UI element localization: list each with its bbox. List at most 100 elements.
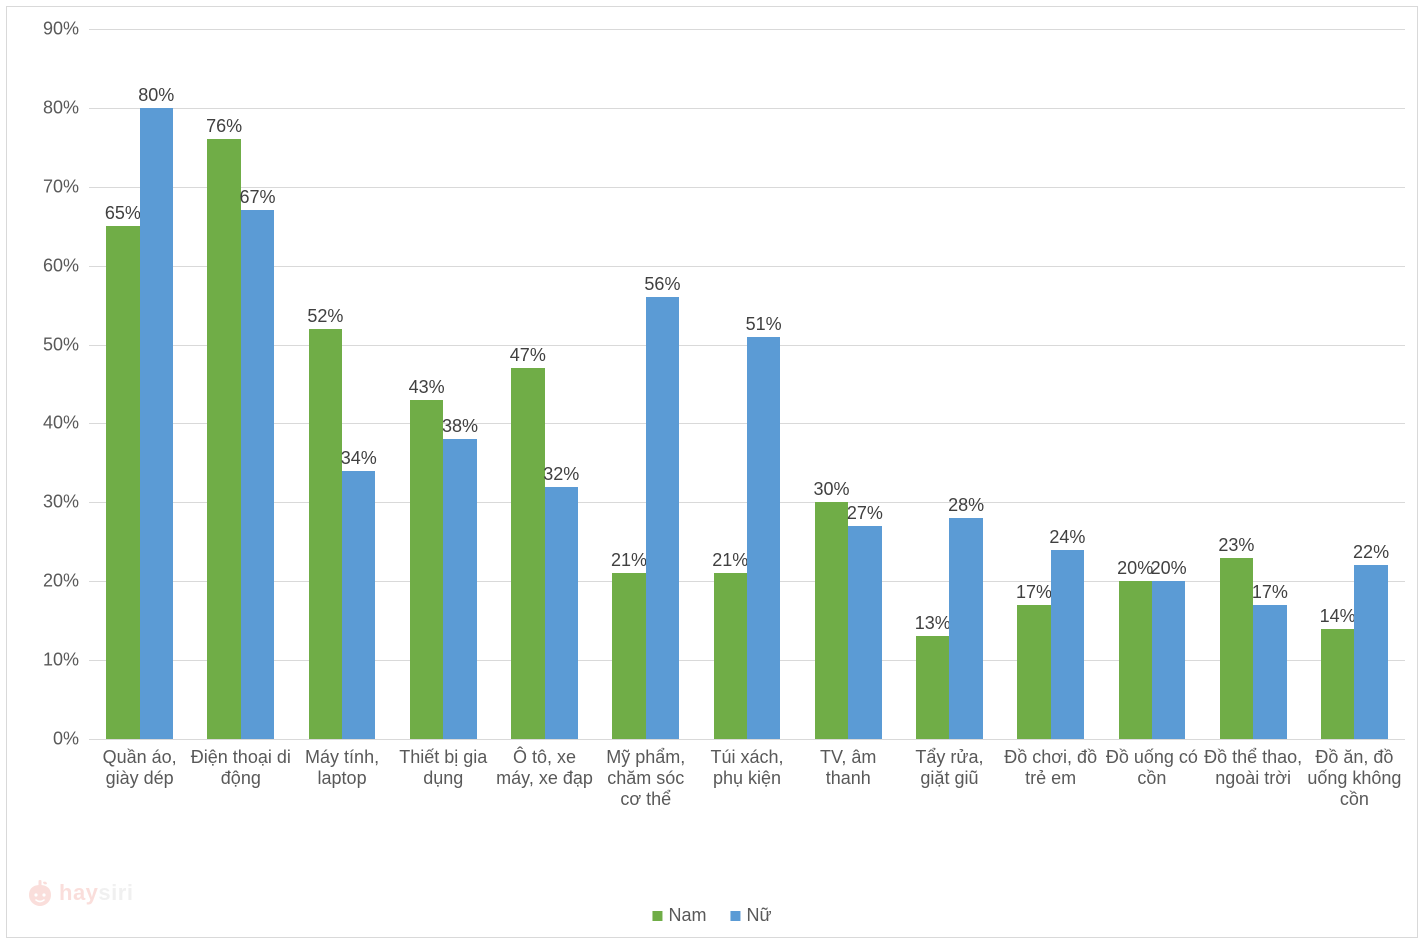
bar-value-label: 17% [1016,582,1052,603]
legend-swatch [730,911,740,921]
bar-value-label: 67% [240,187,276,208]
y-tick-label: 20% [43,571,89,592]
plot-area: 0%10%20%30%40%50%60%70%80%90%65%80%Quần … [89,29,1405,739]
y-tick-label: 40% [43,413,89,434]
bar-value-label: 24% [1049,527,1085,548]
y-tick-label: 60% [43,255,89,276]
bar-value-label: 30% [813,479,849,500]
watermark: haysiri [25,879,133,907]
bar-group: 43%38%Thiết bị gia dụng [393,29,494,739]
bar-value-label: 14% [1320,606,1356,627]
x-tick-label: TV, âm thanh [798,739,899,789]
bar-value-label: 23% [1218,535,1254,556]
y-tick-label: 70% [43,176,89,197]
bar: 47% [511,368,544,739]
bar: 65% [106,226,139,739]
apple-icon [25,879,55,907]
bar: 51% [747,337,780,739]
bar-value-label: 76% [206,116,242,137]
bar-value-label: 21% [712,550,748,571]
bar: 24% [1051,550,1084,739]
bar-value-label: 38% [442,416,478,437]
bar-group: 23%17%Đồ thể thao, ngoài trời [1203,29,1304,739]
bar-group: 20%20%Đồ uống có cồn [1101,29,1202,739]
bar-group: 47%32%Ô tô, xe máy, xe đạp [494,29,595,739]
bar: 20% [1152,581,1185,739]
x-tick-label: Máy tính, laptop [291,739,392,789]
x-tick-label: Mỹ phẩm, chăm sóc cơ thể [595,739,696,810]
x-tick-label: Ô tô, xe máy, xe đạp [494,739,595,789]
bar: 76% [207,139,240,739]
bar: 52% [309,329,342,739]
bar: 28% [949,518,982,739]
bar-value-label: 28% [948,495,984,516]
bar-value-label: 47% [510,345,546,366]
bar-group: 65%80%Quần áo, giày dép [89,29,190,739]
y-tick-label: 10% [43,650,89,671]
bar-value-label: 27% [847,503,883,524]
bar-value-label: 56% [644,274,680,295]
chart-frame: 0%10%20%30%40%50%60%70%80%90%65%80%Quần … [6,6,1418,938]
legend-label: Nam [668,905,706,926]
x-tick-label: Đồ thể thao, ngoài trời [1203,739,1304,789]
bar: 56% [646,297,679,739]
bar: 38% [443,439,476,739]
bar-group: 52%34%Máy tính, laptop [291,29,392,739]
watermark-text-left: hay [59,880,98,906]
bar: 80% [140,108,173,739]
bar-value-label: 22% [1353,542,1389,563]
x-tick-label: Đồ ăn, đồ uống không cồn [1304,739,1405,810]
bar-group: 13%28%Tẩy rửa, giặt giũ [899,29,1000,739]
bar: 34% [342,471,375,739]
bar-value-label: 32% [543,464,579,485]
bar: 20% [1119,581,1152,739]
bar: 17% [1253,605,1286,739]
legend-item: Nam [652,905,706,926]
bar-group: 30%27%TV, âm thanh [798,29,899,739]
y-tick-label: 0% [53,729,89,750]
x-tick-label: Điện thoại di động [190,739,291,789]
bar-value-label: 20% [1151,558,1187,579]
x-tick-label: Tẩy rửa, giặt giũ [899,739,1000,789]
bar-value-label: 17% [1252,582,1288,603]
bar-group: 21%56%Mỹ phẩm, chăm sóc cơ thể [595,29,696,739]
x-tick-label: Túi xách, phụ kiện [696,739,797,789]
bar: 27% [848,526,881,739]
x-tick-label: Quần áo, giày dép [89,739,190,789]
bar: 21% [612,573,645,739]
bar: 17% [1017,605,1050,739]
bar-value-label: 20% [1117,558,1153,579]
bar: 32% [545,487,578,739]
bar-value-label: 52% [307,306,343,327]
y-tick-label: 50% [43,334,89,355]
bar-value-label: 80% [138,85,174,106]
bar: 13% [916,636,949,739]
x-tick-label: Thiết bị gia dụng [393,739,494,789]
x-tick-label: Đồ chơi, đồ trẻ em [1000,739,1101,789]
bar: 21% [714,573,747,739]
legend-item: Nữ [730,905,771,926]
bar-value-label: 21% [611,550,647,571]
bar-group: 14%22%Đồ ăn, đồ uống không cồn [1304,29,1405,739]
bar-group: 17%24%Đồ chơi, đồ trẻ em [1000,29,1101,739]
y-tick-label: 30% [43,492,89,513]
bar-value-label: 34% [341,448,377,469]
legend: Nam Nữ [652,905,771,926]
bar: 22% [1354,565,1387,739]
bar-value-label: 13% [915,613,951,634]
y-tick-label: 90% [43,19,89,40]
y-tick-label: 80% [43,97,89,118]
bar-group: 21%51%Túi xách, phụ kiện [696,29,797,739]
bar-value-label: 43% [409,377,445,398]
legend-swatch [652,911,662,921]
bar: 67% [241,210,274,739]
watermark-text-right: siri [98,880,133,906]
bar-group: 76%67%Điện thoại di động [190,29,291,739]
bar: 23% [1220,558,1253,739]
x-tick-label: Đồ uống có cồn [1101,739,1202,789]
bar: 43% [410,400,443,739]
bar: 14% [1321,629,1354,739]
legend-label: Nữ [746,905,771,926]
bar: 30% [815,502,848,739]
bar-value-label: 65% [105,203,141,224]
